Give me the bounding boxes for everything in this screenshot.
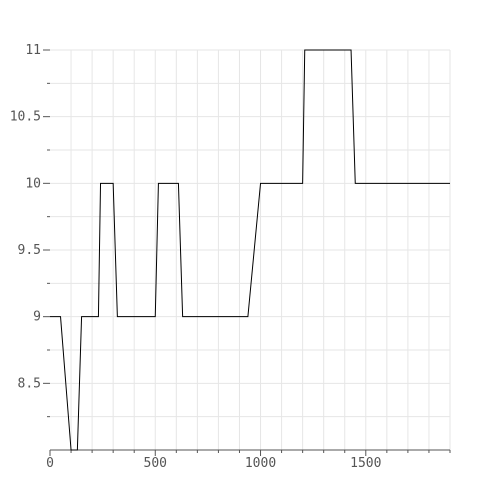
- series: [50, 49, 450, 451]
- x-tick-label: 1000: [245, 456, 276, 471]
- y-tick-label: 9: [33, 310, 41, 325]
- y-tick-label: 10.5: [10, 110, 41, 125]
- x-tick-label: 1500: [350, 456, 381, 471]
- grid-lines: [50, 49, 451, 450]
- y-tick-label: 11: [25, 43, 41, 58]
- y-tick-label: 8.5: [18, 376, 41, 391]
- y-axis-ticks: 8.5 9 9.5 10 10.5 11: [10, 43, 50, 418]
- y-tick-label: 10: [25, 176, 41, 191]
- series-line: [50, 49, 450, 451]
- y-tick-label: 9.5: [18, 243, 41, 258]
- x-tick-label: 0: [46, 456, 54, 471]
- x-axis-ticks: 0 500 1000 1500: [46, 450, 451, 471]
- x-tick-label: 500: [144, 456, 167, 471]
